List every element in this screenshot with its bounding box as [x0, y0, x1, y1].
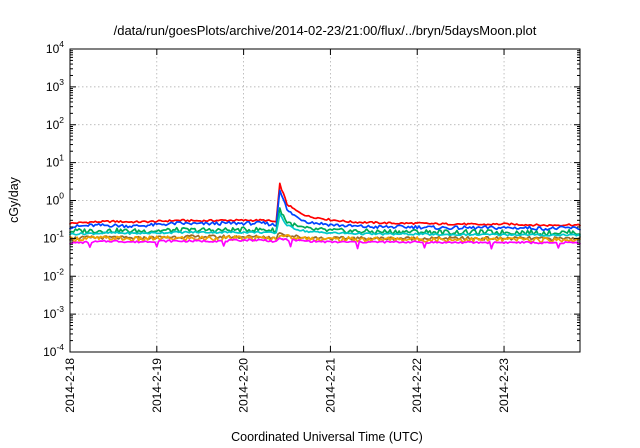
x-tick-label: 2014-2-18 [63, 358, 77, 413]
x-tick-label: 2014-2-20 [237, 358, 251, 413]
y-tick-label: 103 [46, 77, 64, 94]
y-tick-label: 100 [46, 191, 64, 208]
x-tick-label: 2014-2-19 [150, 358, 164, 413]
x-tick-label: 2014-2-22 [410, 358, 424, 413]
x-tick-label: 2014-2-23 [497, 358, 511, 413]
y-tick-label: 10-4 [43, 342, 64, 359]
series-line [69, 212, 581, 237]
y-tick-label: 10-1 [43, 228, 64, 245]
x-axis-title: Coordinated Universal Time (UTC) [231, 430, 423, 444]
chart-title: /data/run/goesPlots/archive/2014-02-23/2… [114, 23, 537, 38]
y-tick-label: 10-2 [43, 266, 64, 283]
series-line [69, 182, 581, 227]
y-tick-label: 101 [46, 153, 64, 170]
series-line [69, 207, 581, 236]
x-tick-label: 2014-2-21 [323, 358, 337, 413]
y-tick-label: 102 [46, 115, 64, 132]
y-axis: 10-4 10-3 10-2 10-1 100 101 102 103 104 [43, 39, 580, 359]
series-line [69, 237, 581, 250]
y-axis-title: cGy/day [7, 176, 21, 223]
series-line [69, 189, 581, 232]
x-axis: 2014-2-18 2014-2-19 2014-2-20 2014-2-21 2014… [63, 49, 511, 413]
y-tick-label: 10-3 [43, 304, 64, 321]
series-lines [69, 182, 581, 250]
series-line [69, 234, 581, 244]
y-tick-label: 104 [46, 39, 64, 56]
